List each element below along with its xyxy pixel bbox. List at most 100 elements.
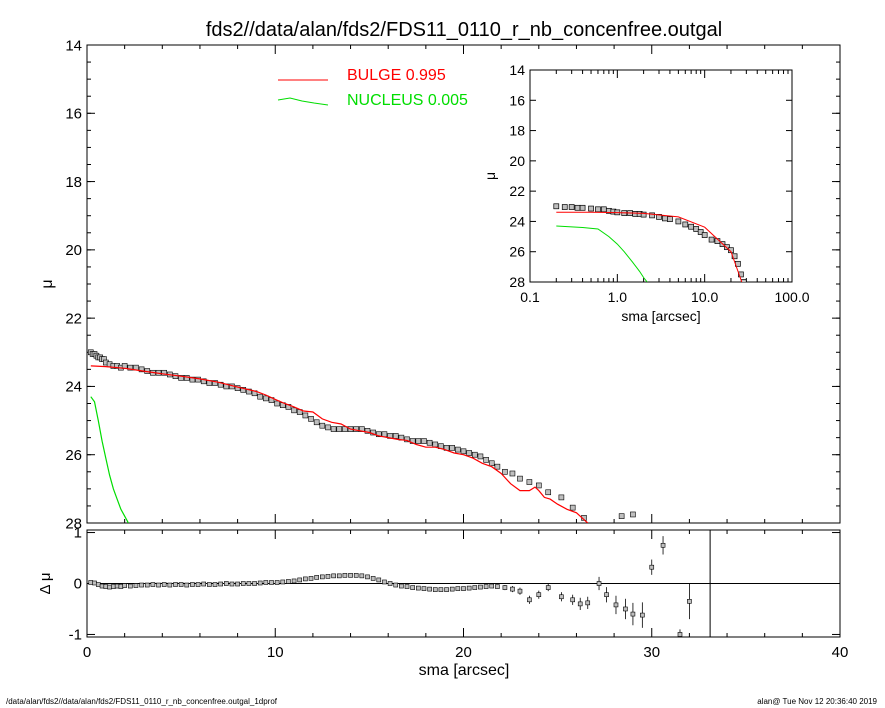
residual-data-point (207, 582, 212, 587)
residual-data-point (303, 576, 308, 582)
main-data-point (415, 438, 422, 444)
x-axis-label: sma [arcsec] (419, 662, 510, 679)
residual-data-point (201, 581, 207, 587)
residual-data-point (449, 586, 455, 592)
residual-data-point (444, 587, 449, 592)
legend-nucleus-swatch (277, 97, 329, 106)
main-ytick-label: 18 (65, 174, 82, 191)
residual-data-point (342, 573, 348, 578)
residual-data-point (545, 585, 551, 590)
footer-right-text: alan@ Tue Nov 12 20:36:40 2019 (757, 697, 877, 706)
inset-data-point (688, 223, 694, 230)
main-data-point (161, 369, 167, 376)
residual-data-point (229, 581, 235, 587)
main-data-point (274, 400, 280, 407)
inset-data-point (588, 205, 594, 212)
main-series-nucleus-line (90, 396, 129, 523)
main-data-point (545, 489, 552, 496)
residual-data-point (286, 579, 291, 584)
residual-data-point (195, 582, 201, 587)
main-data-point (189, 376, 196, 383)
inset-data-point (579, 204, 586, 211)
main-data-point (263, 395, 269, 402)
main-data-point (483, 457, 489, 463)
main-data-point (313, 419, 320, 426)
inset-series-nucleus-line (556, 225, 648, 282)
residual-data-point (99, 583, 105, 589)
residual-data-point (370, 576, 376, 581)
inset-ytick-label: 20 (509, 153, 525, 169)
residual-data-point (139, 582, 144, 588)
residual-data-point (127, 583, 133, 589)
residual-data-point (570, 597, 575, 603)
main-data-point (449, 445, 456, 451)
residual-data-point (421, 586, 427, 591)
inset-plot-area (553, 203, 747, 282)
residual-data-point (382, 579, 387, 585)
main-data-point (426, 439, 433, 446)
inset-data-point (740, 279, 747, 282)
inset-panel: 14 16 18 20 22 24 26 280.1 1.0 10.0 100.0 sma [arcs… (475, 62, 812, 324)
main-data-point (404, 436, 410, 443)
main-data-point (432, 441, 439, 448)
residual-ytick-label: -1 (69, 626, 82, 643)
main-data-point (509, 470, 516, 477)
residual-data-point (173, 582, 178, 587)
residual-data-point (114, 583, 120, 589)
residual-data-point (495, 584, 500, 589)
inset-data-point (568, 204, 575, 210)
residual-data-point (92, 580, 97, 586)
inset-data-point (600, 206, 607, 213)
residual-data-point (596, 581, 602, 586)
main-data-point (471, 451, 478, 458)
residual-data-point (455, 586, 461, 591)
residual-data-point (314, 575, 319, 580)
residual-data-point (461, 586, 466, 591)
residual-xtick-label: 30 (643, 644, 660, 661)
residual-data-point (502, 585, 508, 590)
main-data-point (183, 375, 190, 381)
main-data-point (392, 433, 399, 439)
residual-data-point (489, 583, 495, 589)
inset-data-point (682, 221, 689, 228)
main-data-point (291, 407, 297, 414)
residual-data-point (472, 585, 478, 590)
main-data-point (319, 422, 326, 429)
main-data-point (460, 448, 467, 455)
main-data-point (257, 393, 263, 400)
residual-data-point (257, 580, 263, 586)
inset-ytick-label: 24 (509, 213, 525, 229)
inset-xtick-label: 10.0 (691, 289, 718, 305)
residual-data-point (325, 574, 331, 579)
residual-data-point (660, 542, 666, 548)
main-data-point (200, 378, 207, 385)
main-data-point (325, 424, 331, 431)
inset-data-point (574, 204, 581, 211)
inset-data-point (561, 204, 568, 210)
main-data-point (558, 494, 565, 501)
residual-data-point (432, 587, 438, 592)
residual-data-point (178, 582, 184, 587)
residual-y-axis-label: Δ μ (37, 572, 54, 594)
residual-data-point (150, 582, 156, 587)
residual-data-point (536, 592, 542, 598)
residual-data-point (365, 574, 370, 580)
residual-data-point (263, 580, 269, 585)
main-data-point (526, 479, 533, 485)
main-ytick-label: 16 (65, 106, 82, 123)
main-data-point (466, 450, 472, 456)
residual-data-point (246, 581, 252, 586)
residual-data-point (156, 582, 161, 588)
residual-data-point (387, 581, 393, 586)
main-ytick-label: 20 (65, 242, 82, 259)
residual-data-point (399, 583, 404, 589)
residual-data-point (240, 581, 246, 586)
residual-data-point (161, 582, 167, 587)
inset-xtick-label: 100.0 (774, 289, 809, 305)
residual-data-point (88, 580, 94, 585)
main-series-bulge-line (90, 365, 589, 523)
residual-data-point (687, 599, 692, 604)
inset-data-point (553, 203, 560, 210)
residual-data-point (527, 597, 532, 603)
main-data-point (455, 446, 461, 453)
